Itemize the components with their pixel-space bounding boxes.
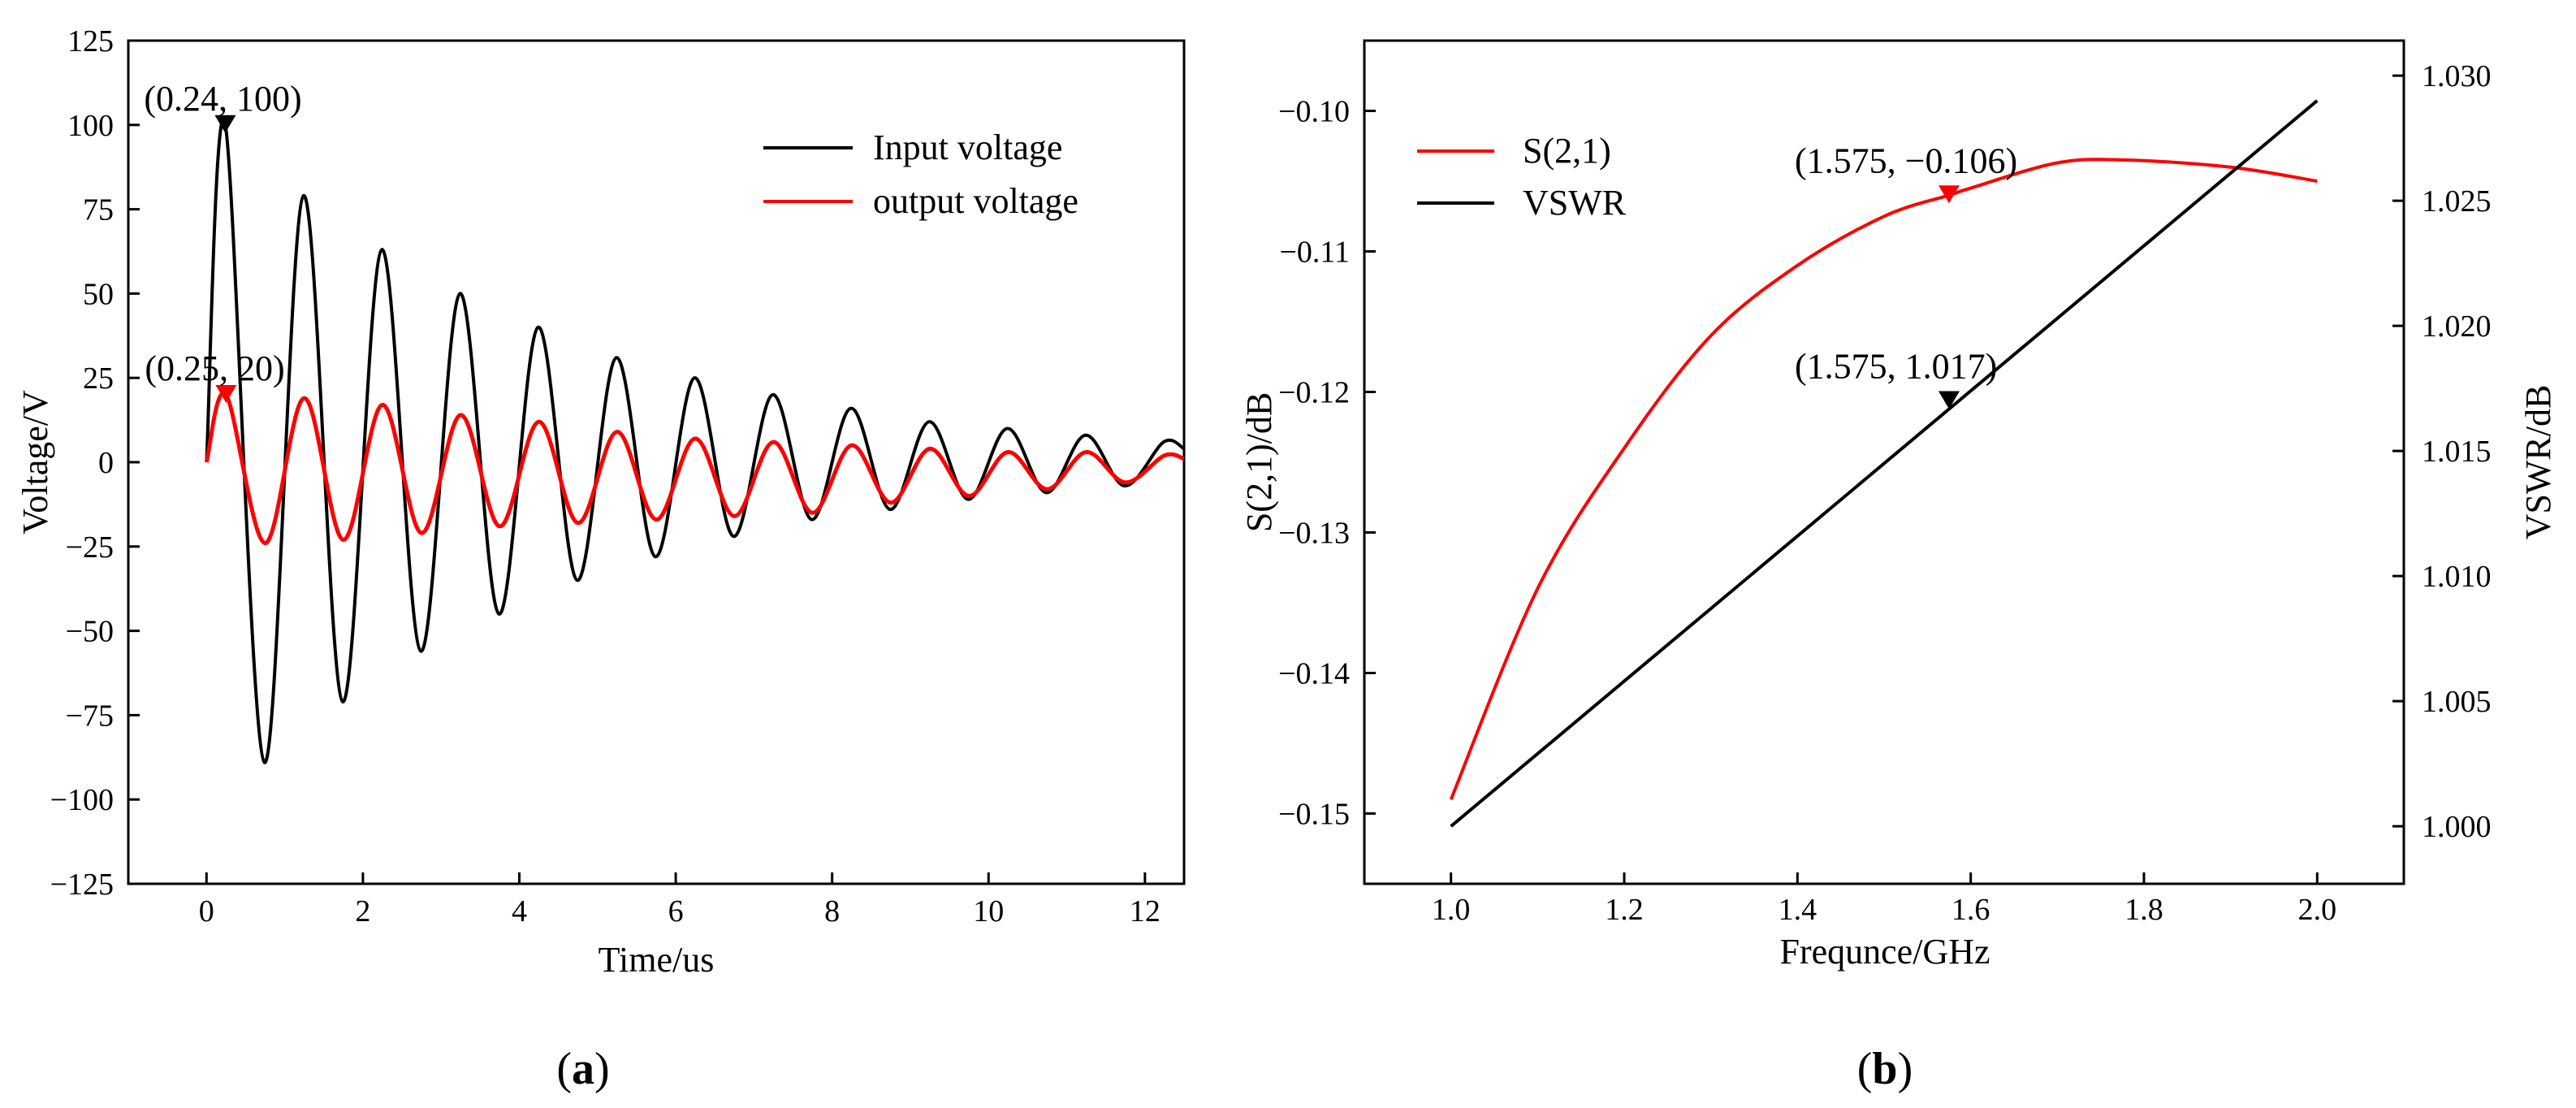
legend-label-s21: S(2,1) <box>1523 131 1611 171</box>
y-tick-label: −0.14 <box>1278 657 1350 691</box>
x-tick-label: 1.0 <box>1432 893 1471 927</box>
annotation-marker <box>215 384 237 403</box>
annotation-label: (1.575, 1.017) <box>1795 347 1997 387</box>
chart-b-ylabel: S(2,1)/dB <box>1239 392 1279 532</box>
y-tick-label: −0.12 <box>1278 376 1350 410</box>
y-tick-label: −25 <box>66 530 114 565</box>
chart-b-xlabel: Frequnce/GHz <box>1779 932 1990 972</box>
annotation-marker <box>214 115 236 133</box>
annotation-label: (0.25, 20) <box>145 348 284 388</box>
y-tick-label: −100 <box>50 783 114 817</box>
series-line-s21 <box>1449 158 2318 800</box>
y2-tick-label: 1.025 <box>2422 184 2492 219</box>
y2-tick-label: 1.015 <box>2422 435 2492 469</box>
chart-a-legend: Input voltage output voltage <box>763 128 1078 221</box>
x-tick-label: 6 <box>668 894 684 928</box>
chart-b: 1.0 1.2 1.4 1.6 1.8 2.0 −0.10 −0.11 −0.12 −0.13 −0… <box>1239 39 2558 1094</box>
y-tick-label: −0.11 <box>1279 236 1350 270</box>
x-tick-label: 1.2 <box>1605 893 1644 927</box>
y2-tick-label: 1.005 <box>2422 685 2492 719</box>
series-line-output-voltage <box>204 391 1185 546</box>
y-tick-label: 50 <box>83 277 114 311</box>
chart-b-y2label: VSWR/dB <box>2518 385 2558 540</box>
y2-tick-label: 1.030 <box>2422 59 2492 93</box>
annotation-marker <box>1938 391 1960 409</box>
panel-label-b: (b) <box>1857 1044 1913 1094</box>
y-tick-label: 0 <box>98 446 114 480</box>
y-tick-label: 25 <box>83 361 114 396</box>
x-tick-label: 2 <box>355 894 370 928</box>
chart-a: 0 2 4 6 8 10 121251007550250−25−50−75−100−125 … <box>15 24 1186 1094</box>
x-tick-label: 1.6 <box>1951 893 1990 927</box>
legend-label-output: output voltage <box>873 181 1078 221</box>
x-tick-label: 1.8 <box>2124 893 2163 927</box>
x-tick-label: 0 <box>199 894 214 928</box>
y2-tick-label: 1.010 <box>2422 560 2492 594</box>
x-tick-label: 12 <box>1130 894 1160 928</box>
y-tick-label: −0.13 <box>1278 517 1350 551</box>
y-tick-label: 125 <box>67 24 114 58</box>
y-tick-label: 75 <box>83 193 114 227</box>
y2-tick-label: 1.000 <box>2422 810 2492 844</box>
chart-b-legend: S(2,1) VSWR <box>1417 131 1627 223</box>
legend-label-vswr: VSWR <box>1523 183 1627 223</box>
y-tick-label: −125 <box>50 868 114 902</box>
chart-a-xlabel: Time/us <box>599 940 715 980</box>
x-tick-label: 8 <box>824 894 840 928</box>
y-tick-label: −75 <box>66 699 114 733</box>
y-tick-label: −0.15 <box>1278 798 1350 832</box>
y2-tick-label: 1.020 <box>2422 309 2492 344</box>
annotation-label: (1.575, −0.106) <box>1795 141 2017 180</box>
legend-label-input: Input voltage <box>873 128 1062 167</box>
y-tick-label: −0.10 <box>1278 95 1350 129</box>
x-tick-label: 1.4 <box>1779 893 1817 927</box>
y-tick-label: 100 <box>67 109 114 143</box>
chart-b-frame <box>1363 39 2405 885</box>
x-tick-label: 10 <box>973 894 1004 928</box>
x-tick-label: 2.0 <box>2298 893 2337 927</box>
x-tick-label: 4 <box>512 894 527 928</box>
panel-label-a: (a) <box>556 1044 609 1094</box>
chart-a-ylabel: Voltage/V <box>15 390 55 535</box>
y-tick-label: −50 <box>66 615 114 649</box>
annotation-label: (0.24, 100) <box>144 79 301 119</box>
annotation-marker <box>1938 185 1960 204</box>
series-line-vswr <box>1450 99 2319 828</box>
